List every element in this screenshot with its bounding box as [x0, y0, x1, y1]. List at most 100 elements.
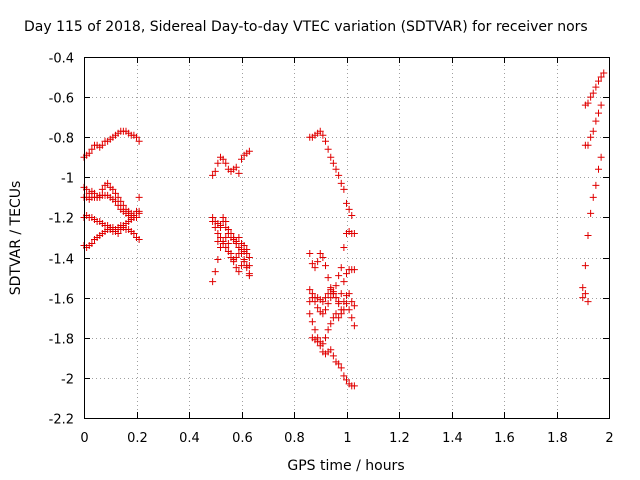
- data-point: [308, 318, 316, 326]
- data-point: [348, 314, 356, 322]
- data-points: [80, 69, 608, 390]
- data-point: [324, 145, 332, 153]
- data-point: [245, 254, 253, 262]
- x-tick-label: 0.2: [127, 431, 148, 446]
- data-point: [329, 352, 337, 360]
- data-point: [322, 306, 329, 314]
- x-tick-label: 0.6: [232, 431, 253, 446]
- data-point: [589, 193, 597, 201]
- data-point: [319, 310, 327, 318]
- data-point: [308, 294, 316, 302]
- data-point: [324, 326, 332, 334]
- data-point: [350, 229, 358, 237]
- data-point: [235, 250, 243, 258]
- data-point: [345, 205, 353, 213]
- data-point: [343, 199, 350, 207]
- data-point: [327, 153, 335, 161]
- data-point: [337, 310, 345, 318]
- data-point: [584, 99, 592, 107]
- data-point: [232, 163, 240, 171]
- data-point: [348, 298, 356, 306]
- data-point: [109, 185, 117, 193]
- data-point: [219, 213, 227, 221]
- grid: [84, 57, 609, 418]
- y-tick-label: -1.2: [49, 212, 74, 227]
- data-point: [314, 304, 322, 312]
- data-point: [135, 236, 143, 244]
- x-tick-label: 0: [80, 431, 88, 446]
- x-tick-labels: 0 0.2 0.4 0.6 0.8 1 1.2 1.4 1.6 1.8 2: [80, 431, 613, 446]
- data-point: [340, 372, 348, 380]
- data-point: [335, 272, 343, 280]
- axis-ticks: [84, 57, 610, 419]
- data-point: [343, 376, 350, 384]
- x-tick-label: 1: [343, 431, 351, 446]
- data-point: [581, 290, 589, 298]
- data-point: [314, 258, 322, 266]
- y-tick-labels: -0.4 -0.6 -0.8 -1 -1.2 -1.4 -1.6 -1.8 -2 -2.2: [49, 52, 74, 428]
- data-point: [340, 185, 348, 193]
- data-point: [88, 145, 96, 153]
- data-point: [245, 147, 253, 155]
- data-point: [350, 302, 358, 310]
- data-point: [133, 133, 140, 141]
- data-point: [319, 298, 327, 306]
- data-point: [306, 310, 314, 318]
- data-point: [343, 300, 350, 308]
- data-point: [224, 240, 232, 248]
- y-tick-label: -1.6: [49, 293, 74, 308]
- data-point: [319, 131, 327, 139]
- data-point: [217, 244, 224, 252]
- data-point: [587, 93, 595, 101]
- y-tick-label: -0.4: [49, 52, 74, 67]
- data-point: [322, 137, 329, 145]
- data-point: [311, 326, 319, 334]
- data-point: [329, 159, 337, 167]
- data-point: [209, 278, 217, 286]
- data-point: [597, 101, 605, 109]
- data-point: [345, 306, 353, 314]
- data-point: [245, 262, 253, 270]
- data-point: [222, 234, 230, 241]
- data-point: [597, 73, 605, 81]
- x-tick-label: 0.4: [179, 431, 200, 446]
- data-point: [114, 229, 122, 237]
- data-point: [211, 167, 219, 175]
- data-point: [217, 223, 224, 231]
- data-point: [314, 338, 322, 346]
- data-point: [214, 238, 222, 246]
- data-point: [227, 229, 235, 237]
- data-point: [224, 225, 232, 233]
- x-tick-label: 1.4: [442, 431, 463, 446]
- data-point: [243, 250, 251, 258]
- data-point: [135, 193, 143, 201]
- data-point: [322, 262, 329, 270]
- data-point: [306, 286, 314, 294]
- data-point: [340, 278, 348, 286]
- data-point: [322, 334, 329, 342]
- data-point: [319, 254, 327, 262]
- data-point: [135, 137, 143, 145]
- data-point: [327, 320, 335, 328]
- data-point: [592, 181, 600, 189]
- data-point: [245, 270, 253, 278]
- data-point: [579, 294, 587, 302]
- data-point: [335, 171, 343, 179]
- data-point: [112, 189, 119, 197]
- data-point: [335, 298, 343, 306]
- data-point: [332, 165, 340, 173]
- data-point: [343, 270, 350, 278]
- data-point: [114, 193, 122, 201]
- data-point: [350, 382, 358, 390]
- x-tick-label: 0.8: [284, 431, 305, 446]
- data-point: [332, 294, 340, 302]
- x-tick-label: 1.8: [547, 431, 568, 446]
- data-point: [308, 260, 316, 268]
- data-point: [209, 217, 217, 225]
- data-point: [222, 159, 230, 167]
- data-point: [88, 240, 96, 248]
- data-point: [240, 258, 248, 266]
- data-point: [587, 209, 595, 217]
- y-axis-label: SDTVAR / TECUs: [8, 181, 24, 296]
